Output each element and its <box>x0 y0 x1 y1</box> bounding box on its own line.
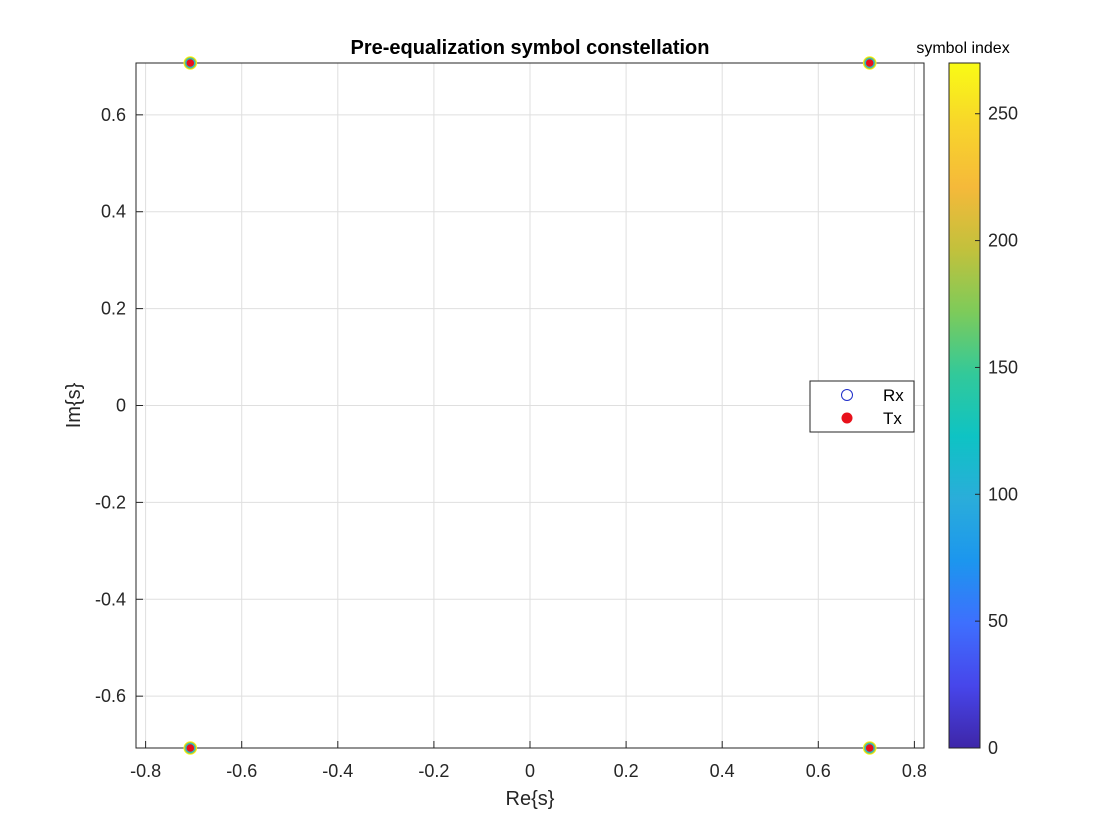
x-tick-label: 0.6 <box>806 761 831 781</box>
grid-lines <box>136 63 924 748</box>
colorbar: 0 50 100 150 200 250 symbol index <box>916 40 1018 758</box>
x-axis-label: Re{s} <box>506 788 555 810</box>
x-tick-label: -0.4 <box>322 761 353 781</box>
colorbar-tick-label: 150 <box>988 357 1018 377</box>
rx-point <box>183 741 198 755</box>
tx-point <box>186 59 195 67</box>
tx-point <box>865 744 874 752</box>
colorbar-ticks: 0 50 100 150 200 250 <box>975 104 1018 758</box>
legend-tx-label: Tx <box>883 409 902 428</box>
rx-marker-ring <box>862 741 877 755</box>
x-tick-label: -0.2 <box>418 761 449 781</box>
data-points <box>183 56 877 755</box>
colorbar-frame <box>948 62 981 749</box>
x-tick-label: -0.8 <box>130 761 161 781</box>
colorbar-gradient <box>949 63 980 748</box>
rx-marker-ring <box>183 56 198 70</box>
y-tick-label: -0.6 <box>95 686 126 706</box>
legend-rx-marker <box>841 389 853 401</box>
x-tick-label: 0.4 <box>710 761 735 781</box>
y-tick-label: 0 <box>116 396 126 416</box>
x-tick-label: -0.6 <box>226 761 257 781</box>
colorbar-tick-label: 200 <box>988 231 1018 251</box>
colorbar-tick-label: 100 <box>988 484 1018 504</box>
colorbar-title: symbol index <box>916 40 1009 57</box>
y-tick-label: 0.4 <box>101 202 126 222</box>
rx-marker-ring <box>862 56 877 70</box>
y-tick-label: 0.2 <box>101 299 126 319</box>
tx-point <box>186 744 195 752</box>
colorbar-tick-label: 50 <box>988 611 1008 631</box>
y-tick-label: -0.2 <box>95 492 126 512</box>
y-tick-label: 0.6 <box>101 105 126 125</box>
legend-tx-marker <box>841 412 853 424</box>
axis-ticks: -0.8 -0.6 -0.4 -0.2 0 0.2 0.4 0.6 0.8 -0.6 -0.4 -0.… <box>95 105 927 781</box>
legend-rx-label: Rx <box>883 386 904 405</box>
rx-marker-ring <box>183 741 198 755</box>
x-tick-label: 0.2 <box>614 761 639 781</box>
x-tick-label: 0.8 <box>902 761 927 781</box>
y-tick-label: -0.4 <box>95 589 126 609</box>
x-tick-label: 0 <box>525 761 535 781</box>
rx-marker-ring <box>863 741 876 754</box>
legend-box <box>809 380 915 433</box>
colorbar-tick-label: 250 <box>988 104 1018 124</box>
tx-point <box>865 59 874 67</box>
y-axis-label: Im{s} <box>63 382 85 428</box>
colorbar-tick-label: 0 <box>988 738 998 758</box>
chart-title: Pre-equalization symbol constellation <box>351 37 710 59</box>
legend[interactable]: Rx Tx <box>809 380 915 433</box>
